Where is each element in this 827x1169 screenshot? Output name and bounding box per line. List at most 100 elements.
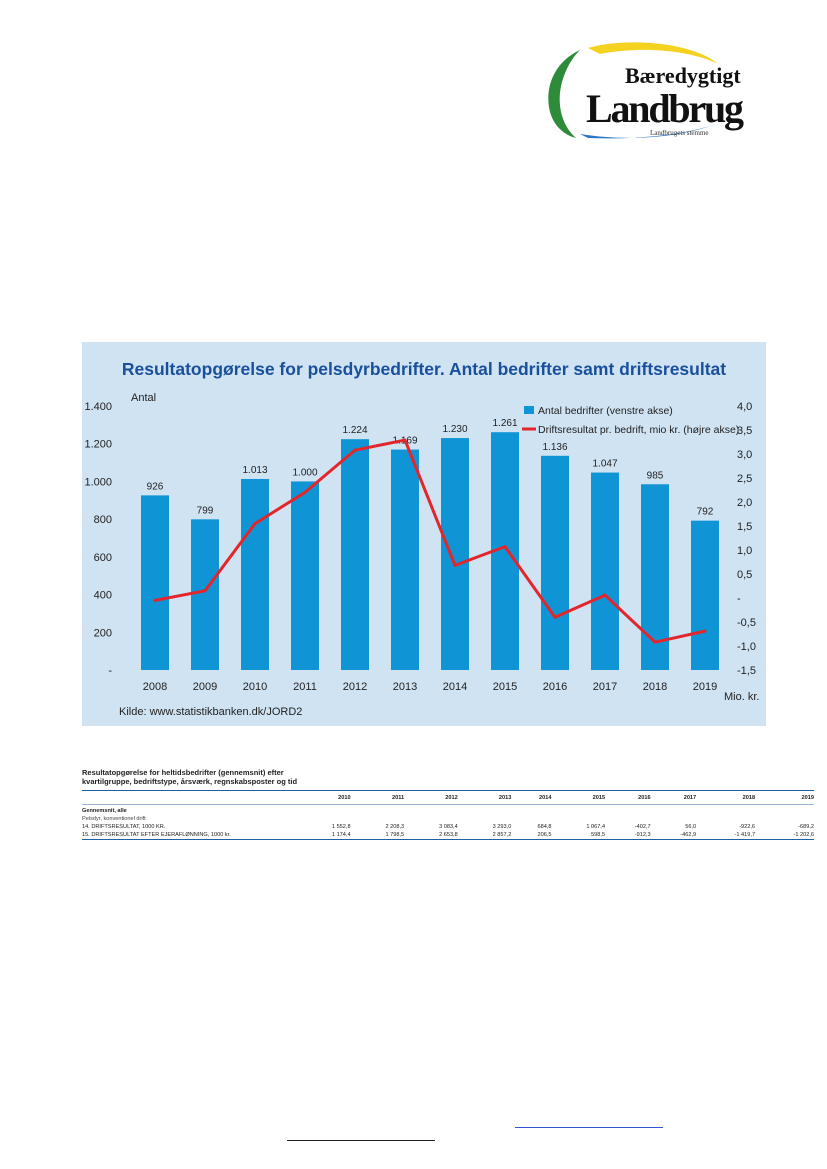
y2-tick-label: 2,5 <box>737 473 752 485</box>
y2-tick-label: -0,5 <box>737 617 756 629</box>
y2-tick-label: 0,5 <box>737 569 752 581</box>
bar <box>541 455 569 670</box>
legend: Antal bedrifter (venstre akse) Driftsres… <box>522 405 739 436</box>
logo-line2: Landbrug <box>586 86 744 131</box>
logo-swoosh-yellow <box>588 42 718 64</box>
bar <box>141 495 169 670</box>
logo-tagline: Landbrugets stemme <box>650 129 709 137</box>
y-axis-ticks: - 200 400 600 800 1.000 1.200 1.400 <box>84 401 112 677</box>
y-tick-label: 600 <box>94 552 112 564</box>
line-point <box>653 640 657 644</box>
line-point <box>403 438 407 442</box>
table-cell: -1 419,7 <box>696 831 756 840</box>
table-cell: 1 798,5 <box>350 831 405 840</box>
chart-panel: Resultatopgørelse for pelsdyrbedrifter. … <box>82 342 766 726</box>
line-point <box>153 598 157 602</box>
y2-tick-label: 1,5 <box>737 521 752 533</box>
bar <box>341 439 369 670</box>
x-tick-label: 2018 <box>643 681 667 693</box>
y2-tick-label: 2,0 <box>737 497 752 509</box>
x-tick-label: 2019 <box>693 681 717 693</box>
x-tick-label: 2017 <box>593 681 617 693</box>
x-tick-label: 2016 <box>543 681 567 693</box>
x-axis-ticks: 2008 2009 2010 2011 2012 2013 2014 2015 2016 2017… <box>143 681 717 693</box>
table-cell: 2 653,8 <box>404 831 458 840</box>
table-header-year: 2010 <box>297 790 351 805</box>
bar-value-label: 985 <box>647 470 664 481</box>
table-cell: 206,5 <box>511 831 552 840</box>
table-title-line2: kvartilgruppe, bedriftstype, årsværk, re… <box>82 777 298 786</box>
y-tick-label: 1.000 <box>84 476 112 488</box>
line-point <box>353 448 357 452</box>
table-cell: 598,5 <box>551 831 606 840</box>
legend-line-label: Driftsresultat pr. bedrift, mio kr. (høj… <box>538 424 739 436</box>
table-header-year: 2015 <box>551 790 606 805</box>
table-cell: 1 552,8 <box>331 824 351 830</box>
legend-bar-swatch <box>524 406 534 414</box>
bar-value-label: 792 <box>697 507 714 518</box>
bar <box>391 449 419 670</box>
table-header-row: 2010 2011 2012 2013 2014 2015 2016 2017 … <box>82 790 814 805</box>
y-tick-label: - <box>108 665 112 677</box>
table-header-year: 2012 <box>404 790 458 805</box>
table-cell: 1 067,4 <box>586 824 606 830</box>
table-cell: -912,3 <box>605 831 651 840</box>
y2-tick-label: 3,0 <box>737 449 752 461</box>
bar <box>191 519 219 670</box>
x-tick-label: 2012 <box>343 681 367 693</box>
x-tick-label: 2014 <box>443 681 467 693</box>
line-point <box>253 522 257 526</box>
bar-value-label: 1.136 <box>542 442 567 453</box>
logo-line1: Bæredygtigt <box>625 63 741 88</box>
footer-link-underline[interactable] <box>515 1127 663 1128</box>
table-cell: -689,2 <box>798 824 814 830</box>
table-cell: -462,9 <box>650 831 697 840</box>
y-tick-label: 1.400 <box>84 401 112 413</box>
table-subgroup-row: Pelsdyr, konventionel drift <box>82 815 814 823</box>
baeredygtigt-landbrug-logo: Bæredygtigt Landbrug Landbrugets stemme <box>548 42 744 139</box>
series-line <box>154 438 706 644</box>
bar <box>441 438 469 670</box>
table-cell: 2 208,3 <box>385 824 405 830</box>
y2-tick-label: 1,0 <box>737 545 752 557</box>
line-point <box>303 490 307 494</box>
x-tick-label: 2008 <box>143 681 167 693</box>
table-cell: 2 857,2 <box>457 831 512 840</box>
bar-value-label: 926 <box>147 481 164 492</box>
table-cell: -922,6 <box>739 824 756 830</box>
y-axis-label: Antal <box>131 392 156 404</box>
y2-tick-label: 4,0 <box>737 401 752 413</box>
y2-axis-ticks: -1,5-1,0-0,5-0,51,01,52,02,53,03,54,0 <box>737 401 756 677</box>
bar <box>291 481 319 670</box>
table-cell: 3 293,0 <box>492 824 512 830</box>
table-cell: -402,7 <box>634 824 651 830</box>
results-table-block: Resultatopgørelse for heltidsbedrifter (… <box>82 768 814 840</box>
bar-value-label: 1.000 <box>292 467 317 478</box>
chart-title: Resultatopgørelse for pelsdyrbedrifter. … <box>122 359 726 379</box>
logo-swoosh-blue <box>580 118 730 139</box>
table-title-line1: Resultatopgørelse for heltidsbedrifter (… <box>82 768 284 777</box>
table-header-year: 2018 <box>696 790 756 805</box>
results-table: 2010 2011 2012 2013 2014 2015 2016 2017 … <box>82 790 814 840</box>
chart: Resultatopgørelse for pelsdyrbedrifter. … <box>84 359 759 718</box>
table-cell: 56,0 <box>685 824 697 830</box>
x-tick-label: 2009 <box>193 681 217 693</box>
line-series <box>153 438 707 644</box>
table-group-label: Gennemsnit, alle <box>82 808 127 814</box>
table-row-label: 14. DRIFTSRESULTAT, 1000 KR. <box>82 824 166 830</box>
line-point <box>553 615 557 619</box>
table-subgroup-label: Pelsdyr, konventionel drift <box>82 816 146 822</box>
table-cell: 684,8 <box>537 824 552 830</box>
y2-tick-label: 3,5 <box>737 425 752 437</box>
table-header-year: 2013 <box>457 790 512 805</box>
bar <box>591 472 619 670</box>
table-row-label: 15. DRIFTSRESULTAT EFTER EJERAFLØNNING, … <box>82 831 297 840</box>
bar-value-label: 1.261 <box>492 418 517 429</box>
chart-source: Kilde: www.statistikbanken.dk/JORD2 <box>119 706 302 718</box>
y-tick-label: 1.200 <box>84 439 112 451</box>
y-tick-label: 400 <box>94 590 112 602</box>
y2-tick-label: -1,0 <box>737 641 756 653</box>
y2-axis-label: Mio. kr. <box>724 691 759 703</box>
y-tick-label: 200 <box>94 627 112 639</box>
bar-value-label: 1.224 <box>342 425 367 436</box>
